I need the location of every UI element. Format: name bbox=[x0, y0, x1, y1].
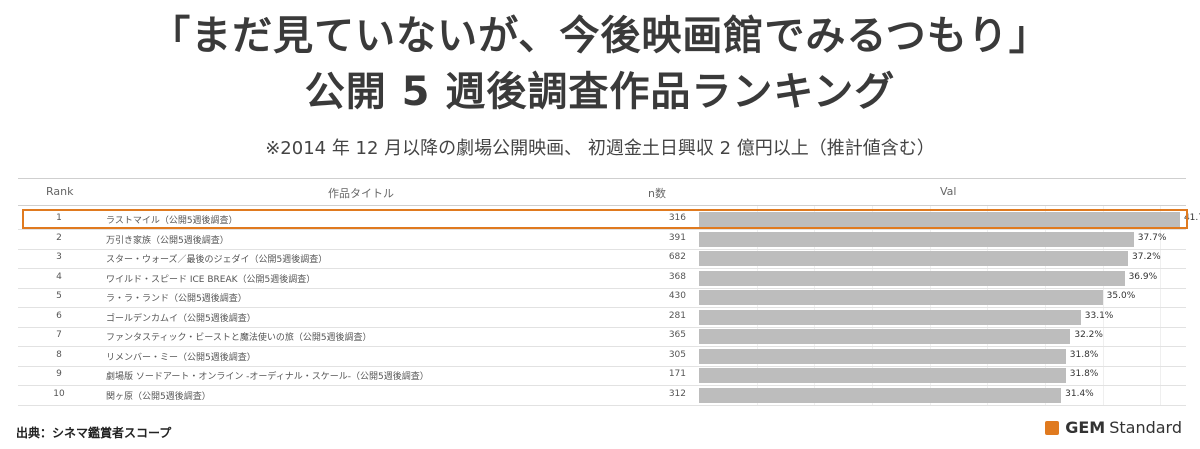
table-top-rule bbox=[18, 178, 1186, 179]
row-n: 281 bbox=[668, 310, 686, 321]
row-n: 365 bbox=[668, 330, 686, 340]
table-row: 9 劇場版 ソードアート・オンライン -オーディナル・スケール-（公開5週後調査）… bbox=[18, 366, 1186, 386]
source-note: 出典：シネマ鑑賞者スコープ bbox=[16, 426, 172, 440]
row-n: 430 bbox=[668, 291, 686, 301]
value-label: 37.2% bbox=[1132, 252, 1161, 262]
table-row: 1 ラストマイル（公開5週後調査） 316 41.7% bbox=[18, 210, 1200, 230]
gridline bbox=[814, 206, 816, 406]
gridline bbox=[872, 206, 873, 406]
brand-rest: Standard bbox=[1109, 418, 1182, 437]
row-n: 682 bbox=[668, 252, 686, 262]
gridline bbox=[1045, 206, 1046, 406]
table-row: 4 ワイルド・スピード ICE BREAK（公開5週後調査） 368 36.9% bbox=[18, 269, 1186, 289]
row-rank: 6 bbox=[56, 310, 62, 321]
value-label: 41.7% bbox=[1183, 213, 1200, 223]
row-n: 316 bbox=[668, 213, 686, 223]
value-bar bbox=[699, 348, 1066, 364]
row-rank: 8 bbox=[56, 349, 62, 360]
value-bar bbox=[699, 368, 1066, 383]
row-rank: 3 bbox=[56, 252, 62, 262]
row-title: ゴールデンカムイ（公開5週後調査） bbox=[106, 313, 256, 324]
value-bar bbox=[699, 212, 1180, 227]
value-label: 36.9% bbox=[1128, 271, 1158, 282]
table-row: 7 ファンタスティック・ビーストと魔法使いの旅（公開5週後調査） 365 32.2% bbox=[18, 327, 1186, 347]
row-title: ワイルド・スピード ICE BREAK（公開5週後調査） bbox=[106, 274, 316, 285]
value-label: 31.4% bbox=[1065, 388, 1094, 399]
row-title: リメンバー・ミー（公開5週後調査） bbox=[106, 352, 256, 363]
chart-title-line2: 公開 5 週後調査作品ランキング bbox=[304, 69, 896, 115]
value-label: 31.8% bbox=[1069, 369, 1099, 379]
table-header-rule bbox=[18, 205, 1186, 206]
value-label: 37.7% bbox=[1137, 232, 1167, 243]
table-row: 10 関ヶ原（公開5週後調査） 312 31.4% bbox=[18, 386, 1186, 406]
row-rank: 1 bbox=[56, 213, 62, 223]
row-n: 312 bbox=[668, 388, 686, 399]
value-bar bbox=[699, 251, 1129, 266]
table-row: 3 スター・ウォーズ／最後のジェダイ（公開5週後調査） 682 37.2% bbox=[18, 249, 1186, 269]
value-bar bbox=[699, 270, 1125, 286]
row-rank: 2 bbox=[56, 232, 62, 243]
column-header-rank: Rank bbox=[46, 185, 74, 198]
chart-subtitle: ※2014 年 12 月以降の劇場公開映画、 初週金土日興収 2 億円以上（推計… bbox=[265, 138, 935, 159]
value-bar bbox=[699, 309, 1081, 325]
column-header-n: n数 bbox=[648, 187, 666, 200]
row-title: スター・ウォーズ／最後のジェダイ（公開5週後調査） bbox=[106, 255, 328, 265]
row-n: 391 bbox=[668, 232, 686, 243]
table-row: 6 ゴールデンカムイ（公開5週後調査） 281 33.1% bbox=[18, 308, 1186, 328]
row-rank: 4 bbox=[56, 271, 62, 282]
gridline bbox=[1160, 206, 1162, 406]
brand-logo: GEM Standard bbox=[1045, 418, 1182, 437]
row-n: 305 bbox=[668, 349, 686, 360]
column-header-val: Val bbox=[940, 185, 957, 198]
brand-bold: GEM bbox=[1065, 418, 1106, 437]
row-title: 劇場版 ソードアート・オンライン -オーディナル・スケール-（公開5週後調査） bbox=[106, 372, 429, 382]
chart-title-line1: 「まだ見ていないが、今後映画館でみるつもり」 bbox=[150, 13, 1050, 59]
row-title: ファンタスティック・ビーストと魔法使いの旅（公開5週後調査） bbox=[106, 333, 372, 343]
value-label: 33.1% bbox=[1084, 310, 1114, 321]
table-row: 5 ラ・ラ・ランド（公開5週後調査） 430 35.0% bbox=[18, 288, 1186, 308]
table-row: 8 リメンバー・ミー（公開5週後調査） 305 31.8% bbox=[18, 347, 1186, 367]
gridline bbox=[929, 206, 931, 406]
value-label: 31.8% bbox=[1069, 349, 1099, 360]
row-rank: 9 bbox=[56, 369, 62, 379]
gridline bbox=[1102, 206, 1104, 406]
row-title: 関ヶ原（公開5週後調査） bbox=[106, 391, 211, 402]
row-title: 万引き家族（公開5週後調査） bbox=[106, 235, 229, 246]
row-rank: 10 bbox=[53, 388, 65, 399]
gridline bbox=[756, 206, 758, 406]
gridline bbox=[987, 206, 989, 406]
column-header-title: 作品タイトル bbox=[328, 187, 394, 200]
row-n: 368 bbox=[668, 271, 686, 282]
row-n: 171 bbox=[668, 369, 686, 379]
row-title: ラストマイル（公開5週後調査） bbox=[106, 216, 238, 226]
table-row: 2 万引き家族（公開5週後調査） 391 37.7% bbox=[18, 230, 1186, 250]
row-rank: 5 bbox=[56, 291, 62, 301]
value-bar bbox=[699, 387, 1062, 403]
highlight-box bbox=[22, 209, 1188, 229]
value-label: 32.2% bbox=[1074, 330, 1103, 340]
row-rank: 7 bbox=[56, 330, 62, 340]
row-title: ラ・ラ・ランド（公開5週後調査） bbox=[106, 294, 247, 304]
value-bar bbox=[699, 231, 1134, 247]
value-label: 35.0% bbox=[1106, 291, 1136, 301]
value-bar bbox=[699, 329, 1071, 344]
brand-icon bbox=[1045, 420, 1060, 435]
value-bar bbox=[699, 290, 1103, 305]
